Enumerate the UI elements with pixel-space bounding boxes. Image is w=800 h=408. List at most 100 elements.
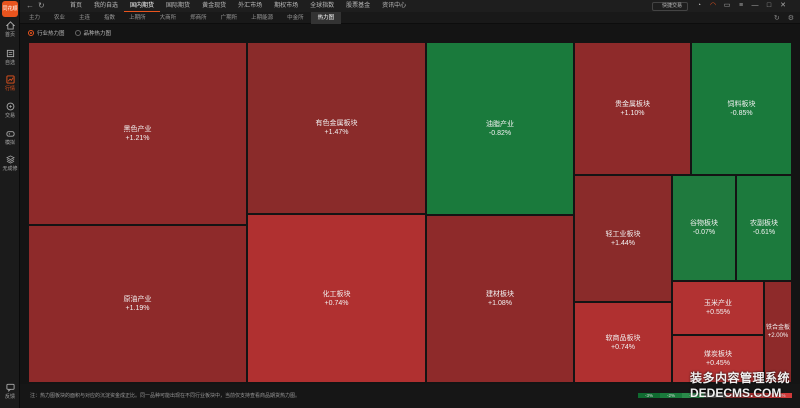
left-sidebar: 同花顺 首页 自选 行情 交易 模拟 无成修 反馈	[0, 0, 20, 408]
quick-trade-label: 快捷交易	[662, 3, 683, 9]
sidebar-item-label: 模拟	[4, 140, 15, 146]
legend-step: +2%	[748, 393, 770, 398]
tab-news[interactable]: 资讯中心	[382, 3, 407, 9]
gamepad-icon	[5, 131, 15, 137]
tile-name: 软商品板块	[605, 334, 641, 342]
tab-forex[interactable]: 外汇市场	[238, 3, 263, 9]
tile-feed[interactable]: 饲料板块 -0.85%	[691, 42, 792, 175]
tile-change: -0.85%	[730, 109, 753, 117]
tab-ine[interactable]: 上期能源	[251, 15, 274, 21]
radio-dot	[74, 30, 81, 36]
radio-industry-heatmap[interactable]: 行业热力图	[28, 29, 65, 37]
tab-shfe[interactable]: 上期所	[129, 15, 146, 21]
tab-intl-futures[interactable]: 国际期货	[166, 3, 191, 9]
tile-name: 农副板块	[750, 220, 778, 227]
tile-change: +0.45%	[706, 360, 730, 367]
tile-oils-fats[interactable]: 油脂产业 -0.82%	[426, 42, 574, 215]
maximize-icon[interactable]: □	[766, 2, 772, 9]
tile-change: +0.55%	[706, 309, 730, 316]
exchange-tabs: 主力 农业 主连 指数 上期所 大商所 郑商所 广期所 上期能源 中金所 热力图	[22, 12, 342, 24]
chat-icon[interactable]: ▭	[723, 2, 731, 9]
tab-czce[interactable]: 郑商所	[190, 15, 207, 21]
tab-main[interactable]: 主力	[29, 15, 41, 21]
tile-chemical[interactable]: 化工板块 +0.74%	[247, 214, 426, 383]
close-icon[interactable]: ✕	[780, 2, 786, 9]
bell-icon[interactable]: ◔	[696, 2, 702, 9]
tile-light-industry[interactable]: 轻工业板块 +1.44%	[574, 175, 672, 302]
tile-crude-oil-industry[interactable]: 原油产业 +1.19%	[28, 225, 247, 383]
quick-trade-button[interactable]: 快捷交易	[652, 2, 688, 11]
tile-change: +1.08%	[488, 300, 512, 307]
tile-change: +1.47%	[324, 129, 349, 136]
tile-change: +1.21%	[125, 134, 150, 142]
sidebar-item-watchlist[interactable]: 自选	[0, 49, 20, 66]
sidebar-item-trade[interactable]: 交易	[0, 102, 20, 119]
radio-label: 品种热力图	[83, 31, 112, 37]
tile-change: -0.61%	[752, 229, 776, 236]
exchange-tab-bar: 主力 农业 主连 指数 上期所 大商所 郑商所 广期所 上期能源 中金所 热力图…	[20, 12, 800, 24]
tab-watchlist[interactable]: 我的自选	[94, 3, 119, 9]
tile-name: 黑色产业	[123, 125, 152, 133]
tile-agri-byproducts[interactable]: 农副板块 -0.61%	[736, 175, 792, 281]
tab-dce[interactable]: 大商所	[159, 15, 177, 21]
refresh-icon[interactable]: ↻	[38, 1, 45, 10]
tile-building-materials[interactable]: 建材板块 +1.08%	[426, 215, 574, 383]
tile-change: +2.00%	[767, 333, 789, 339]
reload-icon[interactable]: ↻	[773, 15, 780, 22]
tile-nonferrous[interactable]: 有色金属板块 +1.47%	[247, 42, 426, 214]
sidebar-item-label: 首页	[4, 32, 15, 38]
app-logo[interactable]: 同花顺	[2, 1, 18, 17]
sidebar-item-home[interactable]: 首页	[0, 21, 20, 38]
tile-black-industry[interactable]: 黑色产业 +1.21%	[28, 42, 247, 225]
legend-step: +1%	[726, 393, 748, 398]
legend-step: 0%	[704, 393, 726, 398]
sidebar-item-simulate[interactable]: 模拟	[0, 129, 20, 146]
feedback-button[interactable]: 反馈	[0, 383, 20, 400]
sidebar-item-market[interactable]: 行情	[0, 75, 20, 92]
window-controls: ◔ ◠ ▭ ≡ — □ ✕	[692, 2, 790, 10]
sidebar-item-more[interactable]: 无成修	[0, 155, 20, 172]
tab-gold-spot[interactable]: 黄金现货	[202, 3, 227, 9]
tile-name: 铁合金板	[765, 325, 790, 331]
tile-soft-commodities[interactable]: 软商品板块 +0.74%	[574, 302, 672, 383]
tab-agri[interactable]: 农业	[54, 15, 66, 21]
tab-options[interactable]: 期权市场	[274, 3, 299, 9]
chat-icon	[5, 383, 15, 392]
tile-ferroalloy[interactable]: 铁合金板 +2.00%	[764, 281, 792, 383]
tab-domestic-futures[interactable]: 国内期货	[124, 0, 161, 12]
top-nav-bar: ← ↻ 首页 我的自选 国内期货 国际期货 黄金现货 外汇市场 期权市场 全球指…	[20, 0, 800, 12]
tile-change: +1.44%	[611, 239, 635, 247]
tab-home[interactable]: 首页	[70, 3, 83, 9]
tile-name: 有色金属板块	[315, 120, 358, 127]
main-tabs: 首页 我的自选 国内期货 国际期货 黄金现货 外汇市场 期权市场 全球指数 股票…	[64, 0, 412, 12]
tile-grains[interactable]: 谷物板块 -0.07%	[672, 175, 736, 281]
minimize-icon[interactable]: —	[751, 2, 759, 9]
tile-name: 谷物板块	[690, 220, 718, 227]
tab-cffex[interactable]: 中金所	[287, 15, 304, 21]
sidebar-item-label: 无成修	[2, 166, 18, 172]
tab-stock-fund[interactable]: 股票基金	[346, 3, 371, 9]
settings-icon[interactable]: ⚙	[787, 15, 794, 22]
tab-main-continuous[interactable]: 主连	[79, 15, 91, 21]
alert-icon[interactable]: ◠	[709, 2, 717, 9]
back-arrow-icon[interactable]: ←	[26, 1, 34, 10]
sidebar-item-label: 交易	[4, 113, 15, 119]
watermark-text: 装多内容管理系统	[690, 371, 791, 385]
sub-toolbar: ↻ ⚙	[768, 14, 794, 22]
tile-name: 化工板块	[322, 290, 351, 298]
watchlist-icon	[6, 49, 14, 58]
tab-heatmap[interactable]: 热力图	[310, 12, 342, 24]
tile-name: 贵金属板块	[615, 100, 650, 108]
tab-global-index[interactable]: 全球指数	[310, 3, 335, 9]
tile-corn-industry[interactable]: 玉米产业 +0.55%	[672, 281, 764, 335]
tile-precious-metals[interactable]: 贵金属板块 +1.10%	[574, 42, 691, 175]
radio-variety-heatmap[interactable]: 品种热力图	[74, 29, 112, 37]
tile-change: +1.19%	[125, 305, 150, 312]
tile-coal[interactable]: 煤炭板块 +0.45%	[672, 335, 764, 383]
legend-step: -2%	[660, 393, 682, 398]
menu-icon[interactable]: ≡	[738, 2, 744, 9]
feedback-label: 反馈	[4, 394, 15, 400]
tab-gfex[interactable]: 广期所	[220, 15, 238, 21]
heatmap-note: 注：热力图板块的面积与对应的沉淀资金成正比。同一品种可能出现在不同行业板块中，当…	[30, 393, 301, 399]
tab-index[interactable]: 指数	[104, 15, 116, 21]
